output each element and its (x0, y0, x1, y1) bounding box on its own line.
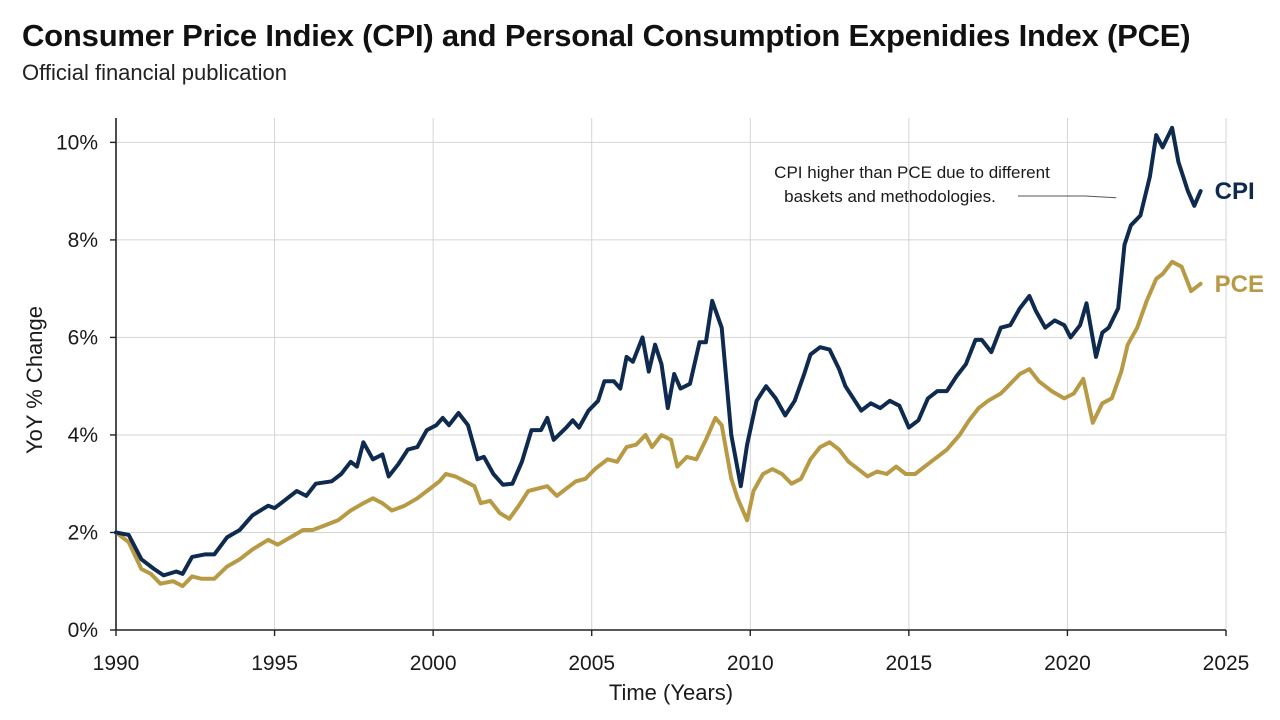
y-tick-label: 10% (56, 131, 98, 154)
y-tick-label: 4% (68, 424, 98, 447)
y-tick-label: 6% (68, 326, 98, 349)
annotation-text-line: CPI higher than PCE due to different (774, 163, 1050, 182)
x-tick-label: 2005 (568, 652, 615, 675)
x-tick-label: 1995 (251, 652, 298, 675)
annotation-leader-line (1018, 195, 1117, 199)
series-line-cpi (114, 125, 1203, 578)
x-tick-label: 1990 (93, 652, 140, 675)
x-tick-label: 2010 (727, 652, 774, 675)
annotation: CPI higher than PCE due to different bask… (774, 163, 1117, 206)
x-tick-label: 2020 (1044, 652, 1091, 675)
x-axis-title: Time (Years) (609, 680, 733, 705)
y-tick-label: 0% (68, 619, 98, 642)
gridlines (115, 118, 1227, 630)
tick-labels: 1990 1995 2000 2005 2010 2015 2020 2025 0% 2% 4% 6%… (56, 131, 1249, 675)
chart-title: Consumer Price Indiex (CPI) and Personal… (22, 18, 1191, 53)
series-label-cpi: CPI (1215, 178, 1255, 205)
series-label-pce: PCE (1215, 271, 1264, 298)
series-lines (114, 125, 1203, 589)
chart-subtitle: Official financial publication (22, 60, 287, 85)
x-tick-label: 2000 (410, 652, 457, 675)
y-tick-label: 2% (68, 521, 98, 544)
y-axis-title: YoY % Change (22, 306, 47, 454)
axes (110, 118, 1227, 636)
x-tick-label: 2025 (1203, 652, 1250, 675)
series-line-pce (114, 259, 1203, 589)
series-labels: CPI PCE (1215, 178, 1264, 298)
y-tick-label: 8% (68, 229, 98, 252)
annotation-text-line: baskets and methodologies. (784, 187, 996, 206)
x-tick-label: 2015 (885, 652, 932, 675)
